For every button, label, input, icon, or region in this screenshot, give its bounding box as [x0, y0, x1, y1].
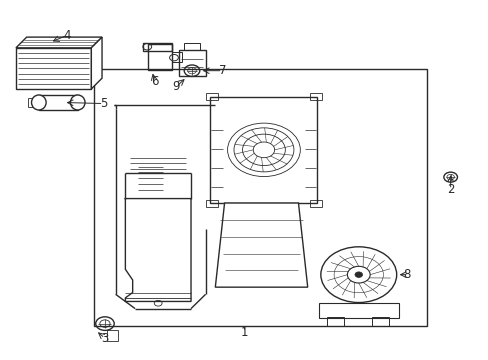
Bar	[179, 50, 205, 76]
Bar	[171, 52, 182, 62]
Polygon shape	[215, 203, 307, 287]
Text: 2: 2	[446, 183, 453, 196]
Bar	[210, 97, 317, 203]
Bar	[205, 200, 217, 207]
Bar	[205, 93, 217, 100]
Bar	[28, 98, 33, 107]
Polygon shape	[91, 37, 102, 89]
Bar	[94, 69, 426, 327]
Bar	[106, 330, 118, 341]
Bar	[148, 44, 171, 70]
Text: 1: 1	[240, 327, 248, 339]
Bar	[184, 43, 200, 50]
Circle shape	[354, 272, 362, 278]
Text: 4: 4	[63, 29, 71, 42]
Ellipse shape	[70, 95, 85, 110]
Bar	[309, 93, 322, 100]
Bar	[318, 302, 398, 318]
Bar	[309, 200, 322, 207]
Bar	[143, 43, 171, 51]
Bar	[371, 317, 388, 326]
Text: 7: 7	[219, 64, 226, 77]
Bar	[39, 95, 78, 110]
Ellipse shape	[31, 95, 46, 110]
Text: 8: 8	[403, 268, 410, 281]
Text: 6: 6	[150, 75, 158, 88]
Text: 5: 5	[100, 97, 107, 110]
Text: 9: 9	[172, 80, 180, 93]
Polygon shape	[16, 37, 102, 48]
Bar	[16, 48, 91, 89]
Text: 3: 3	[101, 332, 108, 345]
Bar	[326, 317, 343, 326]
